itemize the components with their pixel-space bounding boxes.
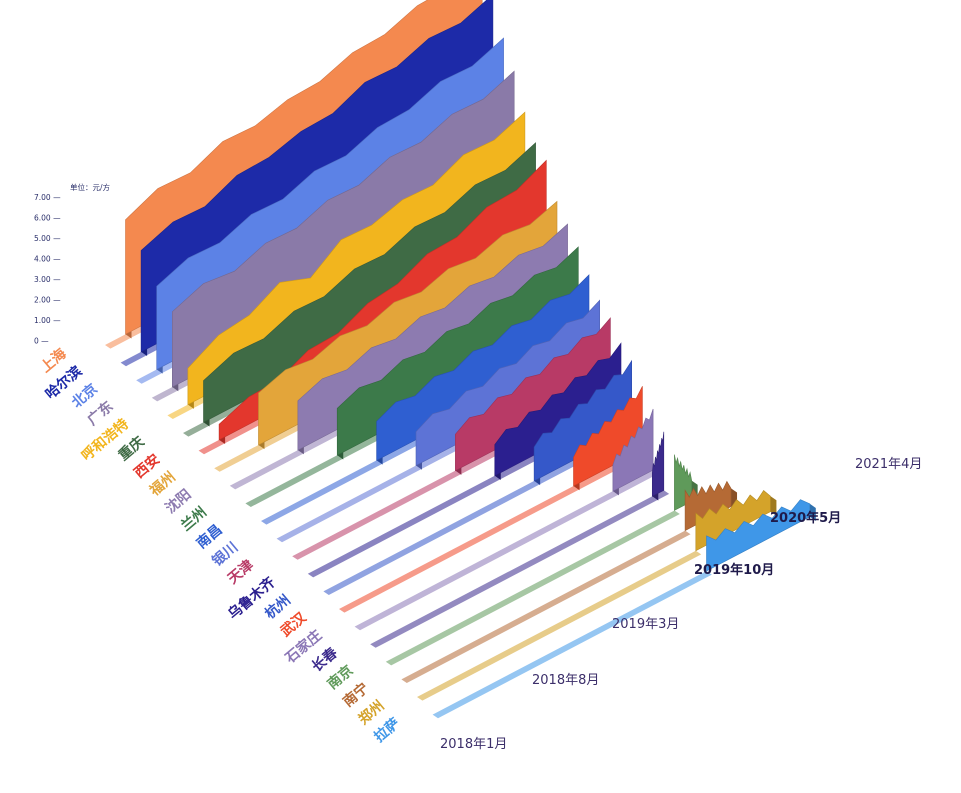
y-tick-8: 0 — [34,337,49,346]
series-16-baseline [339,449,648,613]
x-tick-5: 2020年5月 [770,510,841,526]
series-18-area [651,431,665,497]
series-16 [339,386,648,613]
series-21-area [695,490,771,552]
x-tick-2: 2018年8月 [532,673,599,688]
series-layer [105,0,816,719]
series-19-baseline [385,510,680,666]
x-tick-4: 2019年10月 [694,562,774,578]
series-18 [370,431,670,648]
series-22-area [706,499,811,572]
series-11-area [376,274,590,461]
series-22 [432,499,816,719]
series-12-area [415,299,601,466]
series-14-area [494,342,622,477]
y-tick-6: 2.00 — [34,296,61,305]
x-axis-date-labels: 2018年1月 2018年8月 2019年3月 2019年10月 2020年5月 2021… [440,457,922,752]
series-18-baseline [370,490,670,648]
series-17-baseline [354,470,659,631]
series-15 [323,359,638,595]
y-tick-2: 6.00 — [34,214,61,223]
series-22-baseline [432,570,712,719]
series-15-baseline [323,429,638,595]
x-tick-3: 2019年3月 [612,617,679,632]
y-tick-4: 4.00 — [34,255,61,264]
series-21 [417,490,777,701]
series-16-area [573,386,643,487]
y-tick-1: 7.00 — [34,193,61,202]
series-20-baseline [401,530,691,683]
series-17-area [612,408,654,492]
y-axis-label: 单位：元/方 [70,182,111,192]
series-6-area [203,142,536,423]
y-tick-7: 1.00 — [34,316,61,325]
x-tick-6: 2021年4月 [855,457,922,472]
series-21-baseline [417,550,702,701]
series-22-area-side [809,503,816,521]
y-tick-5: 3.00 — [34,275,61,284]
x-tick-1: 2018年1月 [440,737,507,752]
y-axis: 单位：元/方 7.00 — 6.00 — 5.00 — 4.00 — 3.00 — 2.0… [34,182,111,346]
series-17 [354,408,659,631]
y-tick-3: 5.00 — [34,234,61,243]
series-15-area [533,359,633,482]
series-21-area-side [770,496,777,516]
series-13-area [455,317,611,472]
